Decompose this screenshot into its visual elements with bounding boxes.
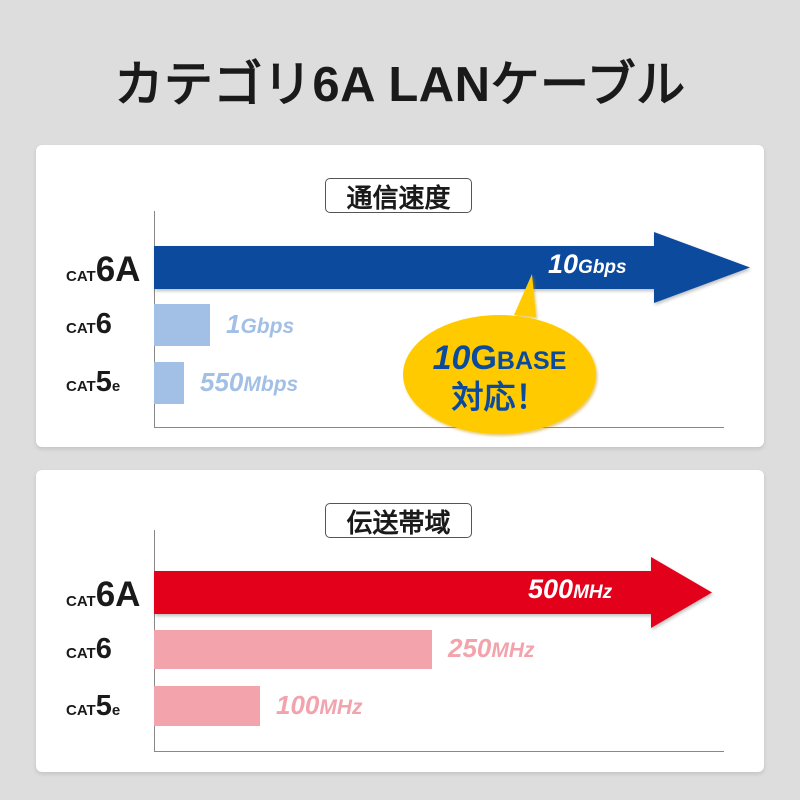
svg-text:対応！: 対応！ [451, 379, 547, 415]
